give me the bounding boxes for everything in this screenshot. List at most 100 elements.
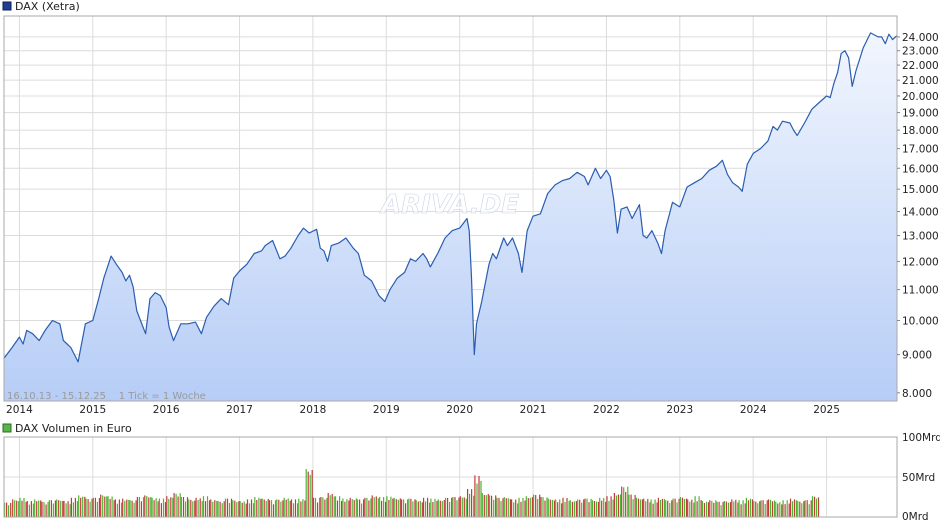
volume-bar — [700, 500, 702, 517]
volume-bar — [14, 500, 16, 517]
volume-bar — [566, 498, 568, 517]
volume-bar — [414, 499, 416, 517]
volume-bar — [107, 496, 109, 517]
volume-bar — [397, 499, 399, 517]
volume-bar — [421, 502, 423, 517]
volume-bar — [56, 499, 58, 517]
volume-bar — [252, 503, 255, 517]
price-legend-label: DAX (Xetra) — [15, 0, 80, 13]
volume-bar — [85, 498, 87, 517]
volume-bar — [91, 498, 93, 517]
volume-bar — [311, 470, 313, 517]
volume-bar — [150, 497, 152, 517]
price-x-axis: 2014 2015 2016 2017 2018 2019 2020 2021 2022 2023… — [6, 404, 840, 416]
price-y-tick-label: 21.000 — [902, 75, 939, 87]
volume-bar — [795, 500, 798, 517]
volume-bar — [208, 500, 211, 517]
volume-bar — [496, 497, 498, 517]
volume-bar — [771, 501, 774, 517]
volume-bar — [539, 494, 541, 517]
volume-bar — [270, 500, 273, 517]
price-y-tick-label: 24.000 — [902, 32, 939, 44]
volume-bar — [188, 499, 190, 517]
volume-y-axis: 0Mrd 50Mrd 100Mrd — [902, 432, 940, 523]
volume-bar — [467, 489, 469, 517]
volume-bar — [623, 487, 625, 517]
volume-bar — [155, 498, 157, 517]
volume-bar — [667, 500, 669, 517]
volume-bar — [595, 501, 597, 517]
volume-bar — [788, 503, 790, 517]
volume-bar — [676, 502, 678, 517]
volume-bar — [368, 500, 370, 517]
volume-bar — [353, 500, 355, 517]
volume-bar — [520, 501, 522, 517]
volume-bar — [26, 501, 28, 517]
volume-bar — [300, 501, 302, 517]
volume-bar — [678, 498, 680, 517]
volume-bar — [707, 502, 710, 517]
volume-bar — [333, 496, 335, 517]
volume-bar — [144, 495, 146, 517]
volume-bar — [571, 501, 573, 517]
price-y-tick-label: 18.000 — [902, 125, 939, 137]
volume-bar — [289, 500, 291, 517]
volume-bar — [701, 501, 703, 517]
volume-bar — [221, 503, 223, 517]
volume-bar — [657, 497, 659, 517]
volume-bar — [224, 498, 227, 517]
volume-bar — [226, 498, 229, 517]
volume-bar — [745, 497, 747, 517]
volume-bar — [239, 501, 241, 517]
volume-bar — [274, 500, 277, 517]
volume-bar — [652, 503, 654, 517]
volume-bar — [525, 496, 527, 517]
volume-bar — [511, 499, 513, 517]
volume-bar — [804, 500, 806, 517]
volume-bar — [537, 498, 539, 517]
volume-bar — [182, 497, 185, 517]
volume-bar — [531, 497, 533, 517]
volume-bar — [109, 499, 111, 517]
volume-bar — [58, 500, 60, 517]
volume-bar — [272, 504, 275, 517]
price-x-tick-label: 2023 — [666, 404, 693, 416]
volume-bar — [41, 501, 43, 517]
volume-bar — [19, 497, 21, 517]
volume-bar — [258, 497, 260, 517]
volume-bar — [261, 498, 263, 517]
volume-bar — [685, 498, 688, 517]
volume-bar — [184, 501, 187, 517]
volume-bar — [28, 504, 30, 517]
volume-bar — [495, 495, 497, 517]
volume-bar — [283, 497, 285, 517]
volume-bar — [740, 504, 742, 517]
price-x-tick-label: 2014 — [6, 404, 33, 416]
volume-bar — [23, 498, 25, 517]
volume-bar — [681, 497, 683, 517]
volume-bar — [80, 497, 82, 517]
volume-bar — [25, 501, 27, 517]
volume-bar — [373, 497, 375, 517]
volume-bar — [52, 503, 54, 517]
volume-bar — [451, 497, 453, 517]
volume-bar — [344, 501, 346, 517]
volume-bar — [423, 497, 425, 517]
volume-bar — [133, 502, 135, 517]
volume-bar — [518, 497, 520, 517]
volume-bar — [478, 476, 480, 517]
volume-bar — [493, 499, 495, 517]
volume-bar — [48, 500, 50, 517]
volume-bar — [287, 498, 289, 517]
volume-bar — [331, 493, 333, 517]
volume-bar — [69, 504, 71, 517]
price-x-tick-label: 2017 — [226, 404, 253, 416]
volume-bar — [172, 497, 174, 517]
volume-bar — [392, 498, 394, 517]
volume-bar — [619, 494, 621, 517]
volume-bar — [292, 503, 295, 517]
volume-bar — [573, 501, 575, 517]
volume-bar — [551, 499, 553, 517]
volume-bar — [246, 499, 249, 517]
volume-bar — [136, 497, 138, 517]
